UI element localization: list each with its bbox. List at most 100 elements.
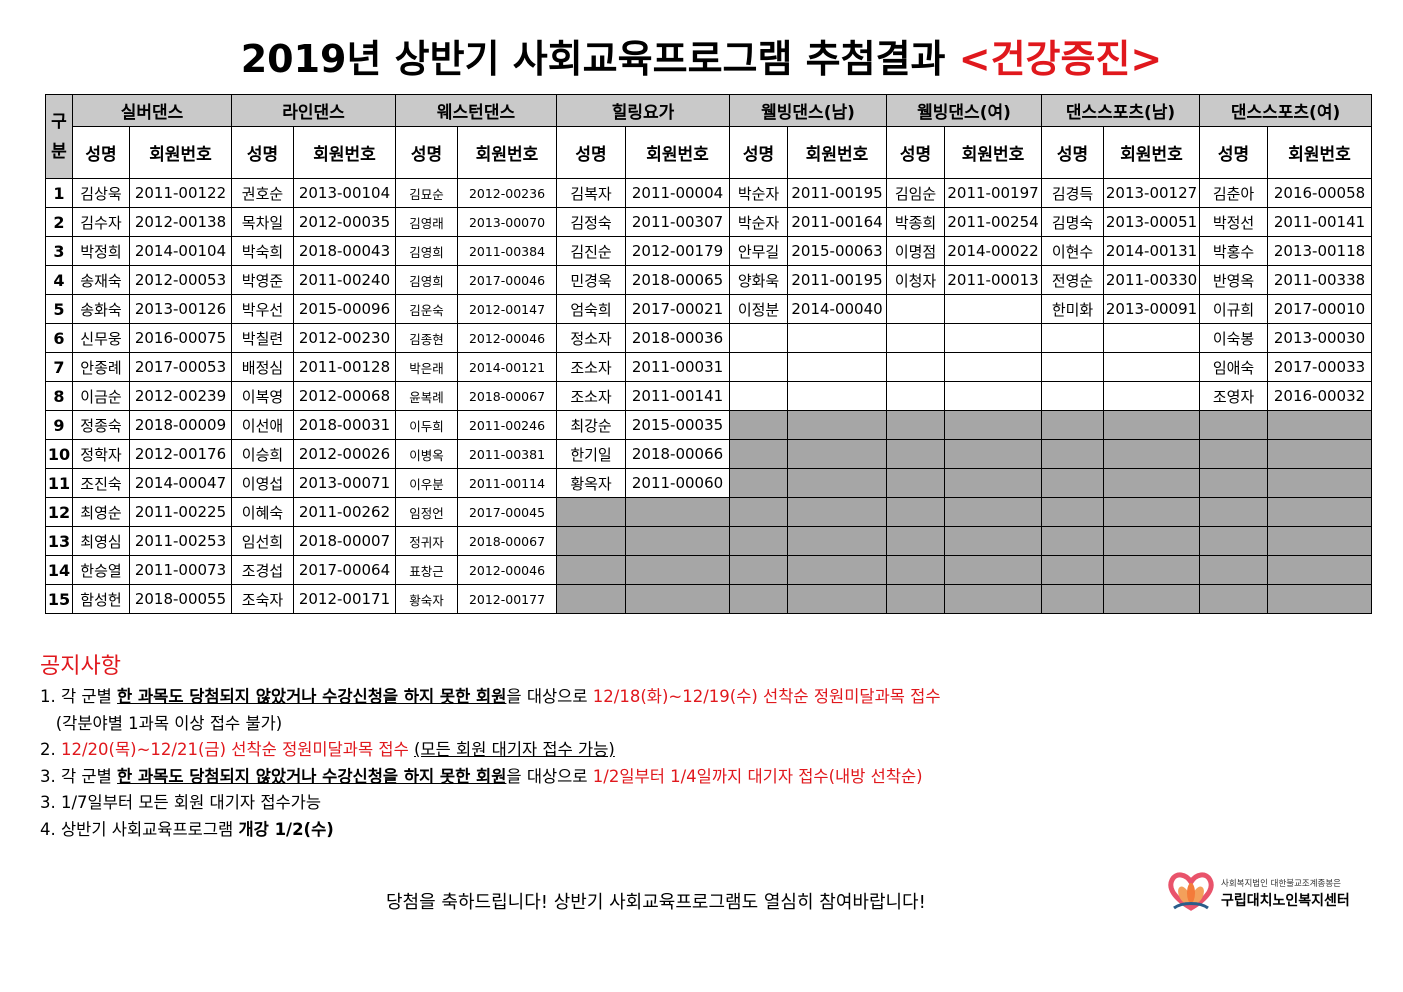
member-name-cell: 박숙희 [231, 236, 294, 266]
member-id-cell: 2013-00127 [1103, 178, 1201, 208]
notice-text: 개강 1/2(수) [238, 819, 334, 839]
unavailable-cell [729, 526, 789, 556]
member-name-cell: 최영심 [72, 526, 130, 556]
unavailable-cell [1267, 584, 1373, 614]
member-id-cell: 2011-00195 [787, 178, 888, 208]
member-id-cell: 2017-00021 [625, 294, 731, 324]
table-row: 11 조진숙 2014-00047 이영섭 2013-00071 이우분 2011-0011… [45, 468, 1373, 498]
member-id-cell: 2012-00236 [456, 178, 558, 208]
unavailable-cell [625, 526, 731, 556]
row-number: 9 [45, 410, 73, 440]
row-number: 2 [45, 207, 73, 237]
member-id-cell: 2018-00031 [293, 410, 396, 440]
member-id-cell: 2017-00010 [1267, 294, 1373, 324]
member-id-cell: 2012-00068 [293, 381, 396, 411]
notice-item: 3. 각 군별 한 과목도 당첨되지 않았거나 수강신청을 하지 못한 회원을 … [40, 764, 941, 791]
unavailable-cell [729, 439, 789, 469]
logo-center-name: 구립대치노인복지센터 [1221, 893, 1350, 909]
group-header-5: 웰빙댄스(여) [886, 94, 1043, 127]
member-name-cell: 황옥자 [556, 468, 627, 498]
member-id-cell: 2011-00197 [944, 178, 1043, 208]
table-row: 6 신무웅 2016-00075 박칠련 2012-00230 김종현 2012-00046… [45, 323, 1373, 353]
member-id-cell [787, 352, 888, 382]
name-column-header: 성명 [231, 126, 294, 179]
unavailable-cell [1041, 439, 1105, 469]
member-id-cell: 2011-00240 [293, 265, 396, 295]
member-id-cell: 2014-00047 [129, 468, 232, 498]
unavailable-cell [944, 526, 1043, 556]
notice-item: 3. 1/7일부터 모든 회원 대기자 접수가능 [40, 790, 941, 817]
member-id-cell: 2015-00035 [625, 410, 731, 440]
notice-text: 2. [40, 740, 61, 759]
member-name-cell: 임선희 [231, 526, 294, 556]
member-id-cell: 2018-00043 [293, 236, 396, 266]
notice-text: 4. 상반기 사회교육프로그램 [40, 819, 239, 839]
member-id-cell [944, 294, 1043, 324]
member-id-cell: 2012-00239 [129, 381, 232, 411]
group-header-2: 웨스턴댄스 [394, 94, 558, 127]
member-name-cell: 박영준 [231, 265, 294, 295]
unavailable-cell [729, 584, 789, 614]
unavailable-cell [944, 439, 1043, 469]
member-name-cell [1041, 352, 1105, 382]
member-name-cell: 정학자 [72, 439, 130, 469]
notice-text: 한 과목도 당첨되지 않았거나 수강신청을 하지 못한 회원 [117, 766, 507, 786]
unavailable-cell [556, 526, 627, 556]
row-number: 6 [45, 323, 73, 353]
notice-text: (모든 회원 대기자 접수 가능) [414, 740, 615, 759]
member-id-cell: 2011-00225 [129, 497, 232, 527]
unavailable-cell [1199, 526, 1269, 556]
unavailable-cell [787, 526, 888, 556]
row-number: 5 [45, 294, 73, 324]
member-name-cell: 배정심 [231, 352, 294, 382]
member-id-cell: 2016-00075 [129, 323, 232, 353]
name-column-header: 성명 [1041, 126, 1105, 179]
member-id-cell: 2011-00013 [944, 265, 1043, 295]
unavailable-cell [1199, 439, 1269, 469]
member-id-cell: 2012-00230 [293, 323, 396, 353]
member-name-cell: 이승희 [231, 439, 294, 469]
member-id-cell: 2012-00035 [293, 207, 396, 237]
name-column-header: 성명 [72, 126, 130, 179]
row-number: 11 [45, 468, 73, 498]
member-name-cell: 최영순 [72, 497, 130, 527]
table-row: 1 김상욱 2011-00122 권호순 2013-00104 김묘순 2012-00236… [45, 178, 1373, 208]
member-id-cell: 2017-00045 [456, 497, 558, 527]
unavailable-cell [1041, 526, 1105, 556]
member-name-cell: 정귀자 [395, 526, 458, 556]
member-id-cell [944, 381, 1043, 411]
member-name-cell: 이정분 [729, 294, 789, 324]
member-name-cell: 엄숙희 [556, 294, 627, 324]
unavailable-cell [625, 497, 731, 527]
member-id-cell: 2012-00179 [625, 236, 731, 266]
member-name-cell: 송재숙 [72, 265, 130, 295]
notice-heading: 공지사항 [40, 654, 121, 679]
unavailable-cell [1267, 439, 1373, 469]
member-id-column-header: 회원번호 [625, 126, 731, 179]
member-id-cell: 2011-00128 [293, 352, 396, 382]
member-name-cell: 이현수 [1041, 236, 1105, 266]
member-name-cell: 김진순 [556, 236, 627, 266]
unavailable-cell [556, 555, 627, 585]
notice-text: 한 과목도 당첨되지 않았거나 수강신청을 하지 못한 회원 [117, 687, 507, 706]
unavailable-cell [1103, 410, 1201, 440]
member-name-cell: 조경섭 [231, 555, 294, 585]
unavailable-cell [886, 526, 946, 556]
member-name-cell: 김명숙 [1041, 207, 1105, 237]
member-name-cell: 전영순 [1041, 265, 1105, 295]
sub-header-row: 성명 회원번호 성명 회원번호 성명 회원번호 성명 회원번호 성명 회원번호 성명 회원번호 성명 회원… [46, 126, 1373, 179]
member-name-cell: 정종숙 [72, 410, 130, 440]
member-id-cell: 2012-00147 [456, 294, 558, 324]
member-name-cell: 안종례 [72, 352, 130, 382]
member-id-cell [1103, 323, 1201, 353]
member-id-cell: 2016-00032 [1267, 381, 1373, 411]
member-name-cell: 표창근 [395, 555, 458, 585]
member-name-cell [729, 323, 789, 353]
unavailable-cell [1103, 439, 1201, 469]
member-id-cell: 2018-00067 [456, 526, 558, 556]
title-main: 2019년 상반기 사회교육프로그램 추첨결과 [240, 37, 946, 81]
member-name-cell: 박칠련 [231, 323, 294, 353]
unavailable-cell [1199, 497, 1269, 527]
notice-text: 12/18(화)~12/19(수) 선착순 정원미달과목 접수 [592, 687, 941, 706]
